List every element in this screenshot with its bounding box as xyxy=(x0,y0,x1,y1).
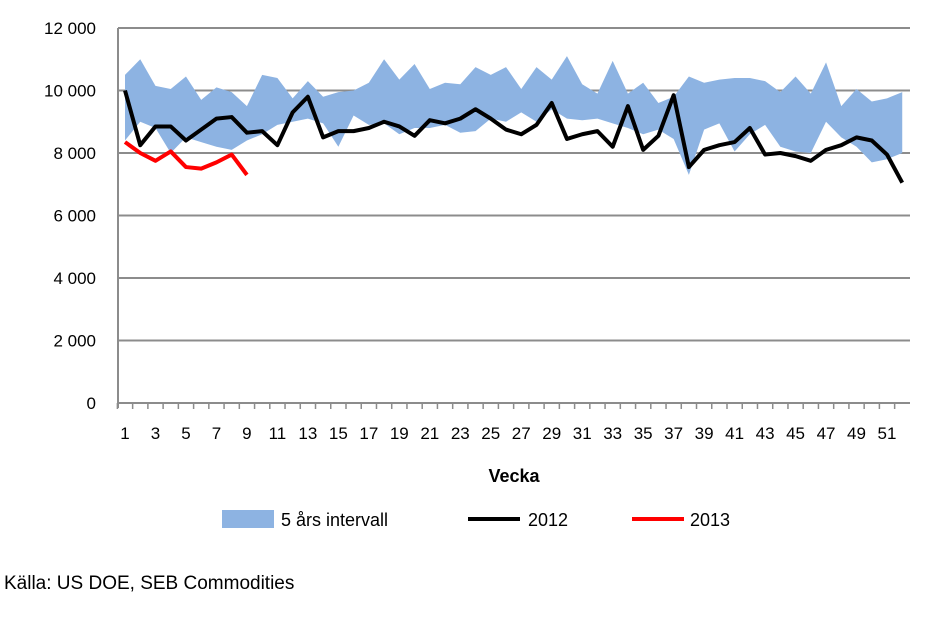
x-tick-label: 3 xyxy=(151,424,160,443)
x-tick-label: 1 xyxy=(120,424,129,443)
x-tick-label: 27 xyxy=(512,424,531,443)
x-tick-label: 45 xyxy=(786,424,805,443)
x-tick-label: 29 xyxy=(542,424,561,443)
x-tick-label: 37 xyxy=(664,424,683,443)
x-tick-label: 49 xyxy=(847,424,866,443)
x-tick-label: 7 xyxy=(212,424,221,443)
band-5yr-range xyxy=(125,56,903,175)
x-tick-label: 47 xyxy=(817,424,836,443)
x-tick-label: 11 xyxy=(269,424,287,443)
y-tick-label: 4 000 xyxy=(53,269,96,288)
x-tick-label: 17 xyxy=(359,424,378,443)
x-tick-label: 35 xyxy=(634,424,653,443)
y-tick-label: 10 000 xyxy=(44,82,96,101)
y-tick-label: 12 000 xyxy=(44,19,96,38)
legend-swatch-band xyxy=(222,510,274,528)
x-tick-label: 19 xyxy=(390,424,409,443)
x-tick-label: 43 xyxy=(756,424,775,443)
x-tick-label: 9 xyxy=(242,424,251,443)
legend-label-2013: 2013 xyxy=(690,510,730,530)
x-tick-label: 21 xyxy=(420,424,439,443)
x-tick-label: 23 xyxy=(451,424,470,443)
x-tick-label: 15 xyxy=(329,424,348,443)
y-tick-label: 6 000 xyxy=(53,207,96,226)
x-tick-label: 25 xyxy=(481,424,500,443)
x-axis-title: Vecka xyxy=(488,466,540,486)
y-tick-label: 2 000 xyxy=(53,332,96,351)
legend: 5 års intervall 2012 2013 xyxy=(222,510,730,530)
series-line-2012 xyxy=(123,89,904,184)
x-tick-label: 31 xyxy=(573,424,592,443)
x-tick-label: 33 xyxy=(603,424,622,443)
y-tick-label: 0 xyxy=(87,394,96,413)
x-tick-label: 51 xyxy=(878,424,897,443)
x-tick-label: 5 xyxy=(181,424,190,443)
legend-label-band: 5 års intervall xyxy=(281,510,388,530)
series-line-2013 xyxy=(123,140,249,177)
y-tick-label: 8 000 xyxy=(53,144,96,163)
x-tick-label: 13 xyxy=(298,424,317,443)
x-tick-label: 39 xyxy=(695,424,714,443)
legend-label-2012: 2012 xyxy=(528,510,568,530)
source-note: Källa: US DOE, SEB Commodities xyxy=(4,573,295,594)
x-tick-label: 41 xyxy=(725,424,744,443)
